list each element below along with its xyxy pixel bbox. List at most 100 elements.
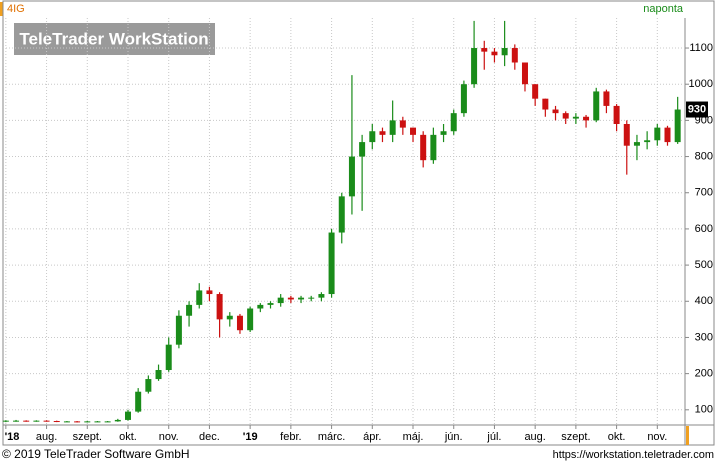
candle-body [613, 105, 620, 125]
candle-body [216, 294, 223, 320]
accent [686, 426, 689, 445]
last-price-label: 930 [688, 103, 706, 115]
candle-body [481, 48, 488, 52]
y-tick-label: 300 [695, 331, 713, 343]
candle-body [430, 134, 437, 161]
candle-body [287, 297, 294, 300]
candle-body [175, 315, 182, 345]
y-tick-label: 100 [695, 404, 713, 416]
candle-body [114, 419, 121, 422]
candle-body [308, 297, 315, 299]
y-tick-label: 700 [695, 187, 713, 199]
x-tick-label: '18 [5, 431, 20, 443]
candle-body [359, 142, 366, 157]
candle-body [633, 142, 640, 146]
candle-body [43, 420, 50, 422]
candle-body [471, 48, 478, 85]
candle-body [247, 308, 254, 331]
last-price-box [686, 101, 708, 118]
candle-body [664, 127, 671, 143]
candle-body [491, 51, 498, 56]
footer-left: © 2019 TeleTrader Software GmbH [2, 447, 190, 461]
y-tick-label: 200 [695, 368, 713, 380]
candle-body [206, 290, 213, 295]
candle-body [236, 315, 243, 331]
x-tick-label: aug. [524, 431, 545, 443]
x-tick-label: szept. [561, 431, 590, 443]
candle-body [562, 113, 569, 119]
candle-body [74, 421, 81, 423]
candle-body [226, 315, 233, 320]
chart-title: 4IG [7, 3, 25, 15]
candle-body [2, 420, 9, 422]
y-tick-label: 1000 [689, 78, 713, 90]
watermark: TeleTrader WorkStation [19, 29, 208, 48]
candle-body [460, 84, 467, 114]
candle-body [410, 127, 417, 135]
candle-body [644, 140, 651, 143]
y-tick-label: 1100 [689, 42, 713, 54]
frame [2, 0, 715, 446]
y-tick-label: 500 [695, 259, 713, 271]
candle-body [338, 196, 345, 233]
candle-body [379, 131, 386, 135]
x-tick-label: nov. [647, 431, 667, 443]
x-tick-label: máj. [403, 431, 424, 443]
x-tick-label: '19 [243, 431, 258, 443]
candle-body [603, 91, 610, 106]
x-tick-label: márc. [318, 431, 346, 443]
footer-right: https://workstation.teletrader.com [553, 449, 714, 461]
candle-body [33, 420, 40, 422]
x-tick-label: febr. [280, 431, 301, 443]
y-tick-label: 400 [695, 295, 713, 307]
y-tick-label: 600 [695, 223, 713, 235]
candle-body [145, 379, 152, 392]
candle-body [583, 116, 590, 121]
y-tick-label: 800 [695, 150, 713, 162]
candle-body [124, 411, 131, 420]
candle-body [84, 421, 91, 423]
candle-body [104, 421, 111, 423]
candle-body [318, 294, 325, 298]
candle-body [654, 127, 661, 141]
x-tick-label: okt. [608, 431, 626, 443]
candle-body [257, 304, 264, 309]
candle-body [298, 297, 305, 300]
candle-body [572, 116, 579, 119]
candle-body [196, 290, 203, 305]
candle-body [155, 370, 162, 380]
x-tick-label: aug. [36, 431, 57, 443]
candle-body [186, 304, 193, 316]
candle-body [674, 109, 681, 143]
candle-body [348, 156, 355, 197]
x-tick-label: jún. [444, 431, 463, 443]
candle-body [267, 303, 274, 305]
candle-body [389, 120, 396, 135]
candle-body [501, 48, 508, 56]
candle-body [623, 124, 630, 146]
candle-body [23, 420, 30, 422]
x-tick-label: nov. [159, 431, 179, 443]
candle-body [450, 113, 457, 132]
candle-body [532, 84, 539, 99]
candle-body [552, 109, 559, 114]
candle-body [399, 120, 406, 128]
candle-body [542, 98, 549, 110]
candle-body [63, 421, 70, 423]
candle-body [135, 391, 142, 412]
candle-body [593, 91, 600, 121]
candle-body [53, 421, 60, 423]
x-tick-label: szept. [73, 431, 102, 443]
x-tick-label: dec. [199, 431, 220, 443]
candle-body [277, 297, 284, 304]
interval-label: naponta [643, 3, 684, 15]
candle-body [521, 62, 528, 85]
watermark-box [14, 23, 215, 55]
candle-body [420, 134, 427, 161]
candle-body [511, 48, 518, 63]
candle-body [369, 131, 376, 143]
candle-body [440, 131, 447, 135]
candle-body [13, 420, 20, 422]
